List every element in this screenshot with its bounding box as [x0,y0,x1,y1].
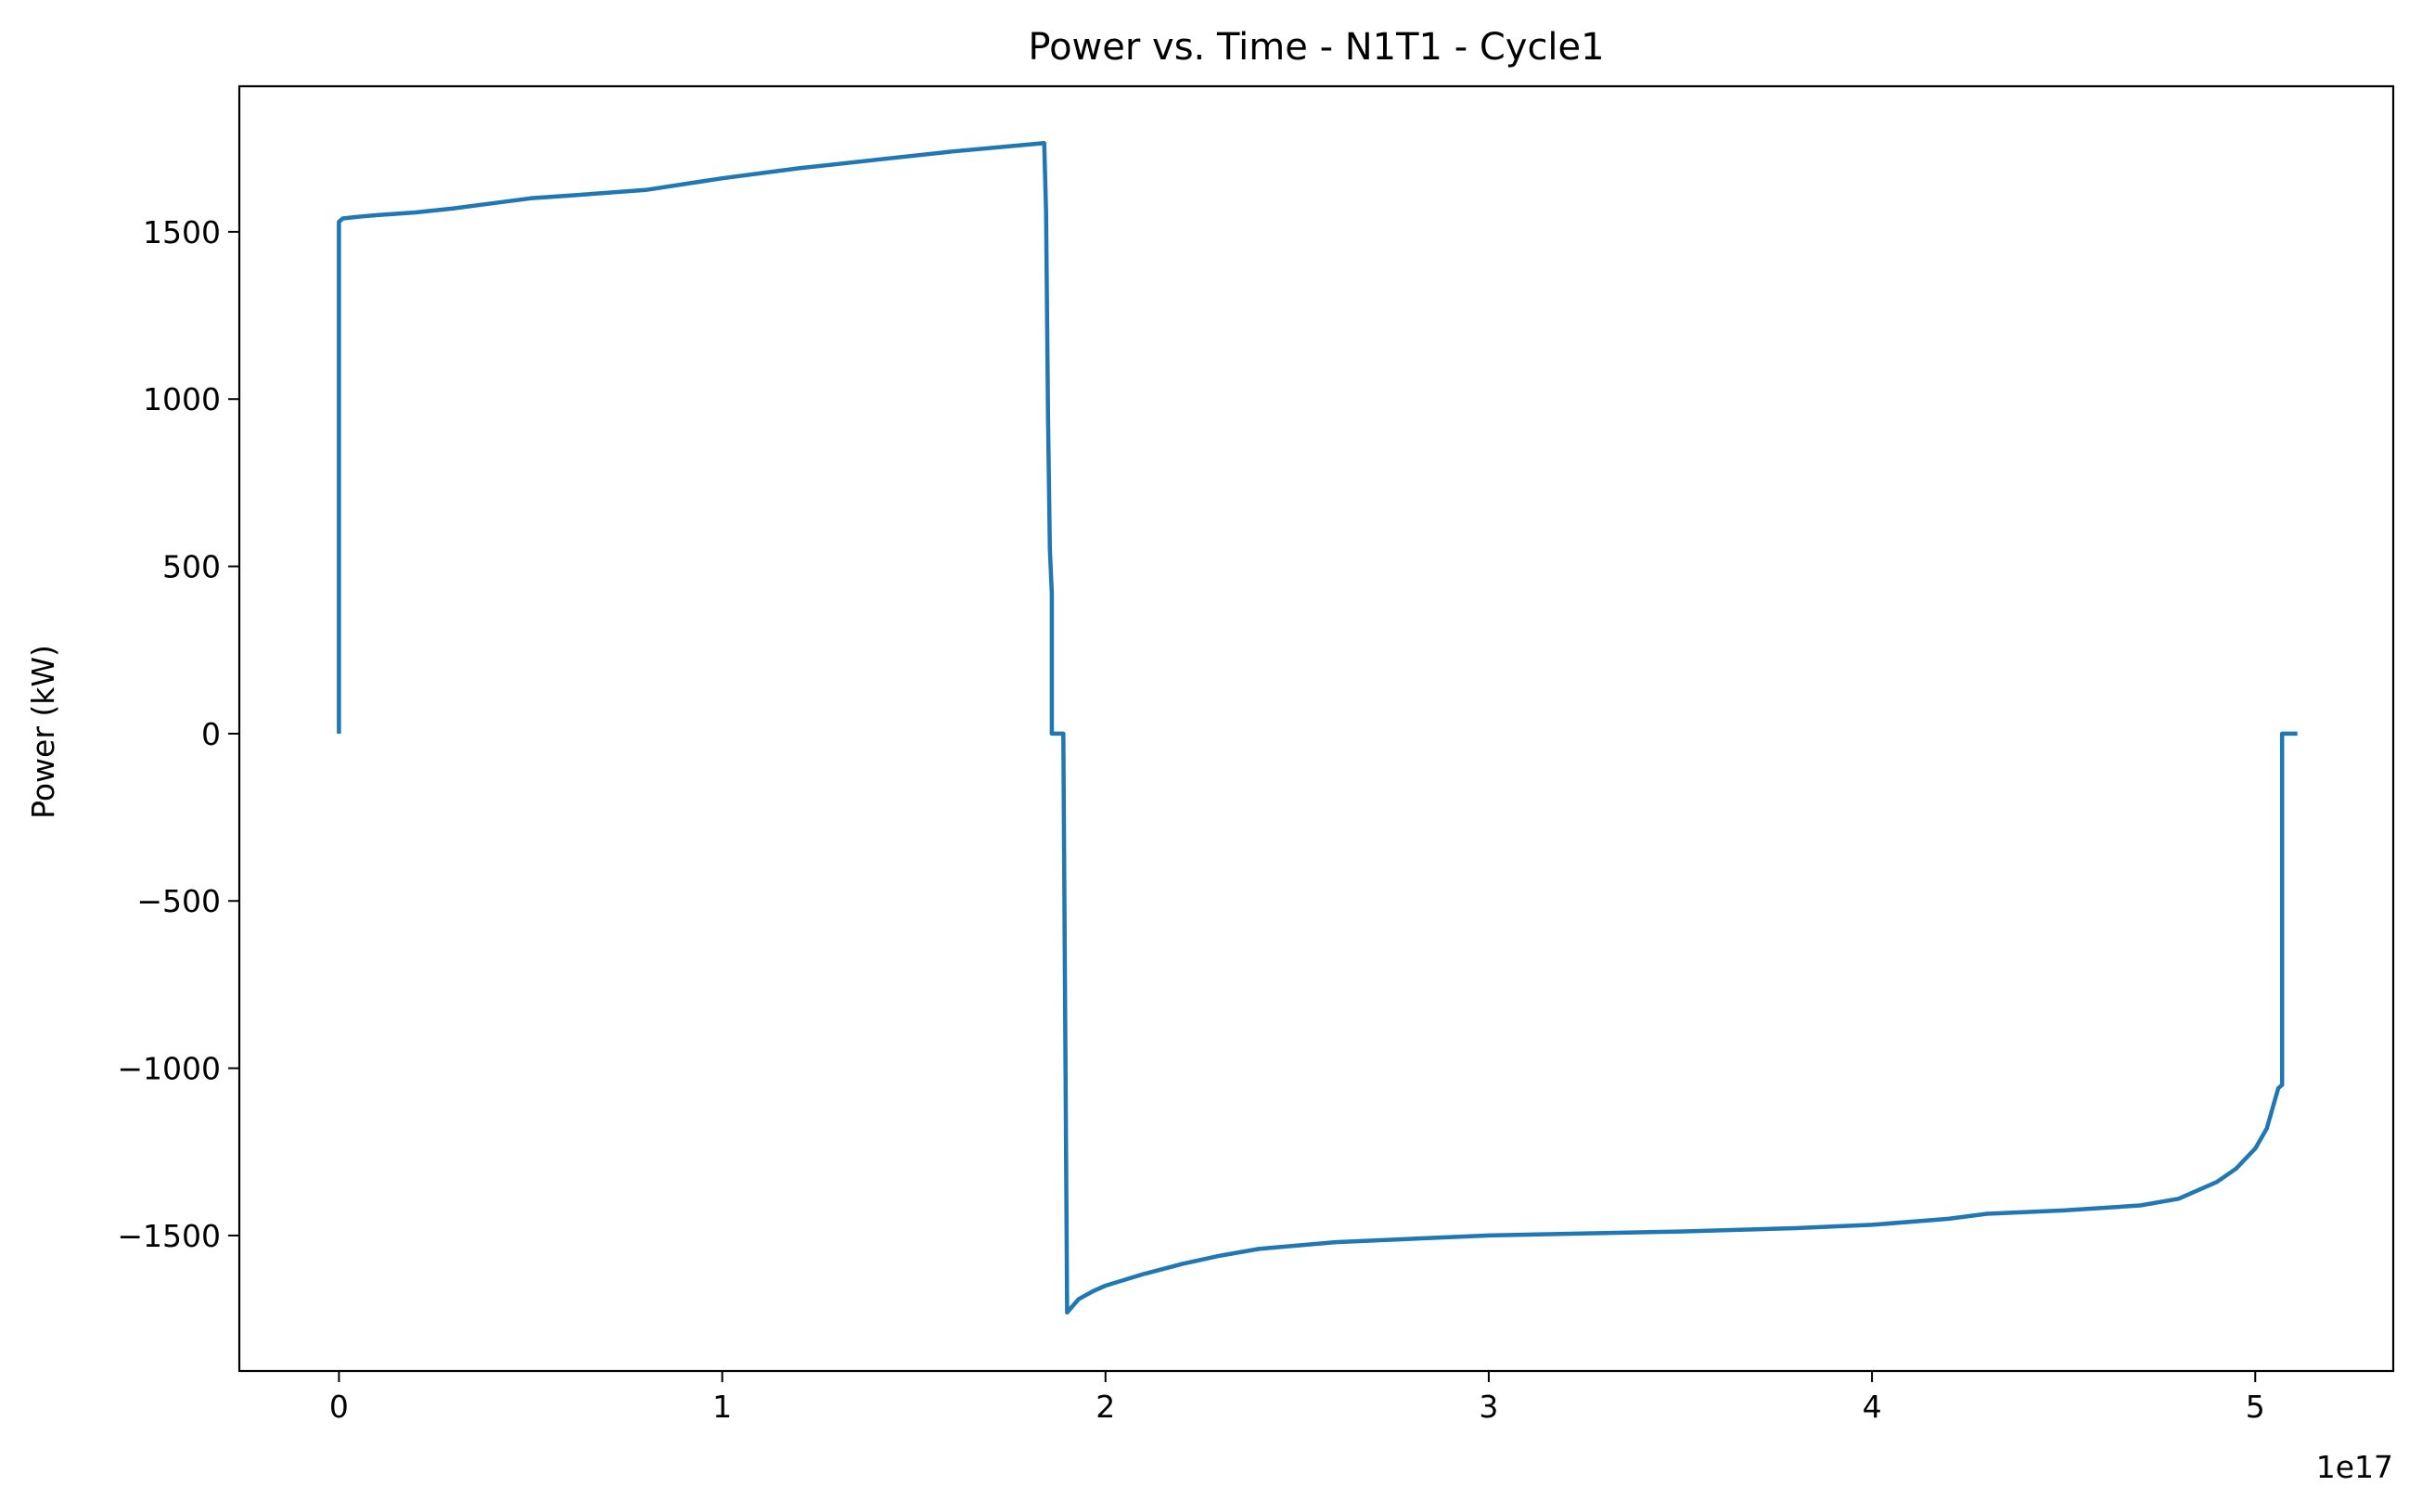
x-axis-ticks: 0 1 2 3 4 5 [329,1371,2265,1425]
chart-title: Power vs. Time - N1T1 - Cycle1 [1028,26,1604,69]
y-tick-label: −500 [136,883,221,919]
y-tick-label: 1000 [143,381,221,417]
y-axis-ticks: −1500 −1000 −500 0 500 1000 1500 [117,214,239,1254]
series-line-0 [337,141,2298,1315]
x-tick-label: 1 [712,1389,732,1425]
x-tick-label: 5 [2246,1389,2265,1425]
series-layer [337,141,2298,1315]
x-tick-label: 0 [329,1389,349,1425]
x-tick-label: 3 [1479,1389,1498,1425]
x-tick-label: 4 [1863,1389,1882,1425]
x-tick-label: 2 [1096,1389,1115,1425]
y-tick-label: −1500 [117,1218,221,1254]
y-tick-label: 0 [201,716,221,752]
y-tick-label: 1500 [143,214,221,250]
y-tick-label: 500 [162,549,221,585]
axes-frame [237,84,2395,1373]
y-tick-label: −1000 [117,1051,221,1087]
x-axis-offset-label: 1e17 [2316,1449,2393,1485]
y-axis-label: Power (kW) [25,645,61,819]
